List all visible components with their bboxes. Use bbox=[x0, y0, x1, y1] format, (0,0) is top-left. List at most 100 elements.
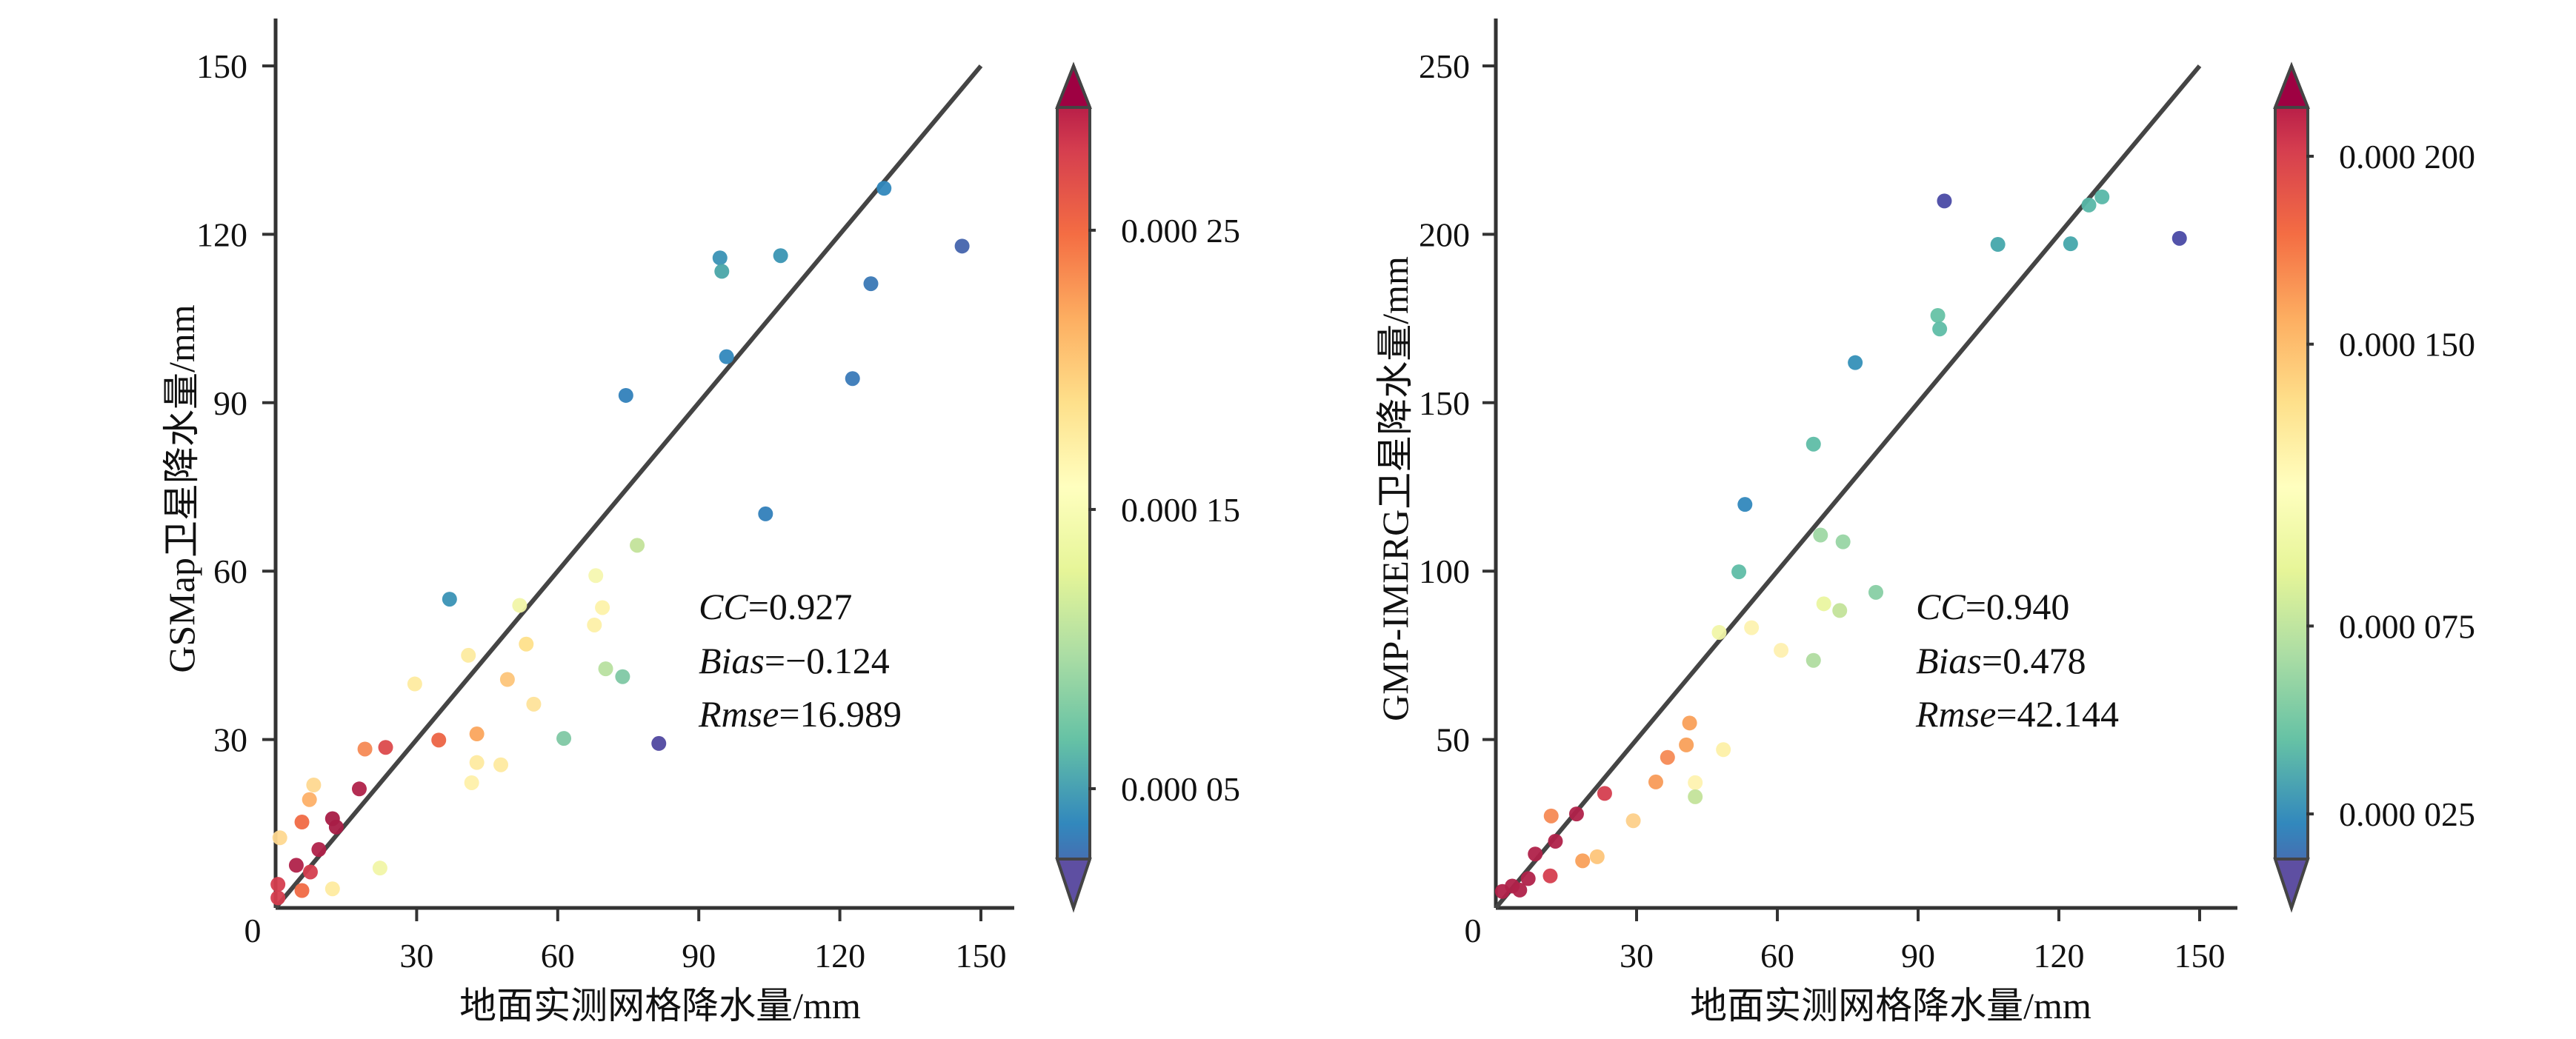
data-point bbox=[1835, 534, 1851, 549]
data-point bbox=[845, 371, 860, 387]
data-point bbox=[302, 792, 317, 807]
colorbar-tick-label: 0.000 25 bbox=[1121, 212, 1240, 250]
data-point bbox=[1737, 497, 1753, 512]
data-point bbox=[464, 775, 479, 790]
y-tick-label: 250 bbox=[1419, 47, 1470, 85]
stat-name: Bias bbox=[1916, 640, 1982, 681]
data-point bbox=[1990, 237, 2006, 253]
stat-bias: Bias=0.478 bbox=[1916, 640, 2086, 681]
data-point bbox=[2063, 236, 2078, 252]
stat-value: =0.940 bbox=[1966, 586, 2070, 627]
data-point bbox=[1548, 833, 1563, 849]
colorbar-tick-label: 0.000 05 bbox=[1121, 770, 1240, 808]
data-point bbox=[493, 757, 509, 772]
data-point bbox=[556, 731, 572, 746]
colorbar-max-extend bbox=[2273, 61, 2310, 109]
data-point bbox=[526, 696, 542, 712]
data-point bbox=[1679, 737, 1694, 752]
data-point bbox=[1744, 620, 1760, 635]
stat-value: =42.144 bbox=[1996, 693, 2119, 735]
data-point bbox=[311, 842, 327, 858]
data-point bbox=[863, 276, 879, 292]
data-point bbox=[773, 248, 788, 264]
data-point bbox=[302, 864, 318, 880]
data-point bbox=[714, 264, 730, 279]
y-tick-label: 200 bbox=[1419, 216, 1470, 253]
stat-value: =16.989 bbox=[779, 693, 902, 735]
data-point bbox=[1682, 715, 1697, 731]
colorbar-tick-label: 0.000 025 bbox=[2339, 795, 2475, 833]
data-point bbox=[325, 881, 340, 897]
data-point bbox=[2171, 230, 2187, 246]
data-point bbox=[351, 781, 367, 797]
x-tick-label: 120 bbox=[814, 937, 865, 975]
data-point bbox=[1816, 596, 1831, 612]
data-point bbox=[378, 740, 393, 755]
y-tick-label: 120 bbox=[196, 216, 247, 253]
y-tick-label: 100 bbox=[1419, 552, 1470, 590]
data-point bbox=[1542, 868, 1558, 883]
data-point bbox=[306, 777, 322, 792]
y-axis-label: GSMap卫星降水量/mm bbox=[161, 304, 202, 672]
data-point bbox=[1932, 321, 1948, 337]
stat-name: Rmse bbox=[698, 693, 779, 735]
data-point bbox=[2081, 197, 2097, 213]
data-point bbox=[719, 349, 734, 364]
data-point bbox=[499, 672, 515, 687]
colorbar bbox=[2274, 61, 2309, 913]
x-tick-label: 120 bbox=[2034, 937, 2085, 975]
gsmap-scatter-panel: 地面实测网格降水量/mm GSMap卫星降水量/mm 0 30 60 90 120 15… bbox=[161, 19, 1240, 1026]
data-point bbox=[1528, 846, 1543, 862]
data-point bbox=[1868, 584, 1883, 600]
data-point bbox=[1660, 749, 1675, 765]
data-point bbox=[587, 617, 602, 632]
data-point bbox=[431, 732, 447, 748]
data-point bbox=[469, 726, 485, 742]
data-point bbox=[588, 568, 604, 584]
y-tick-label: 90 bbox=[213, 384, 247, 422]
data-point bbox=[758, 506, 773, 521]
data-point bbox=[1625, 813, 1641, 829]
data-point bbox=[1648, 774, 1663, 789]
data-point bbox=[1813, 527, 1828, 543]
x-axis-label: 地面实测网格降水量/mm bbox=[459, 985, 861, 1026]
data-point bbox=[615, 669, 630, 684]
data-point bbox=[357, 741, 373, 757]
x-tick-label: 30 bbox=[1620, 937, 1654, 975]
x-axis-label: 地面实测网格降水量/mm bbox=[1690, 985, 2091, 1026]
data-point bbox=[1589, 849, 1605, 864]
data-point bbox=[1711, 624, 1727, 640]
data-point bbox=[512, 598, 527, 613]
data-point bbox=[630, 538, 645, 553]
data-point bbox=[461, 647, 476, 663]
data-point bbox=[1688, 775, 1703, 790]
data-point bbox=[1805, 652, 1821, 668]
colorbar-tick-label: 0.000 075 bbox=[2339, 607, 2475, 645]
data-point bbox=[1716, 742, 1731, 758]
data-point bbox=[1575, 853, 1591, 869]
stat-value: =−0.124 bbox=[765, 640, 890, 681]
colorbar bbox=[1056, 61, 1091, 913]
y-tick-label: 150 bbox=[196, 47, 247, 85]
data-point bbox=[1937, 193, 1952, 209]
data-point bbox=[876, 181, 892, 196]
y-axis-label: GMP-IMERG卫星降水量/mm bbox=[1374, 256, 1416, 721]
data-point bbox=[372, 861, 387, 876]
data-point bbox=[1688, 789, 1703, 804]
data-point bbox=[294, 815, 310, 830]
data-point bbox=[1505, 878, 1520, 894]
data-point bbox=[1520, 871, 1536, 886]
x-tick-label: 90 bbox=[1901, 937, 1935, 975]
x-tick-label: 90 bbox=[682, 937, 716, 975]
y-tick-label: 60 bbox=[213, 552, 247, 590]
stat-value: =0.478 bbox=[1982, 640, 2086, 681]
data-point bbox=[2094, 189, 2110, 204]
colorbar-tick-label: 0.000 150 bbox=[2339, 326, 2475, 364]
y-tick-label: 50 bbox=[1436, 721, 1470, 759]
data-point bbox=[712, 250, 728, 266]
data-point bbox=[519, 636, 534, 652]
data-point bbox=[1731, 564, 1747, 580]
x-tick-label: 60 bbox=[1760, 937, 1794, 975]
data-point bbox=[288, 858, 304, 873]
